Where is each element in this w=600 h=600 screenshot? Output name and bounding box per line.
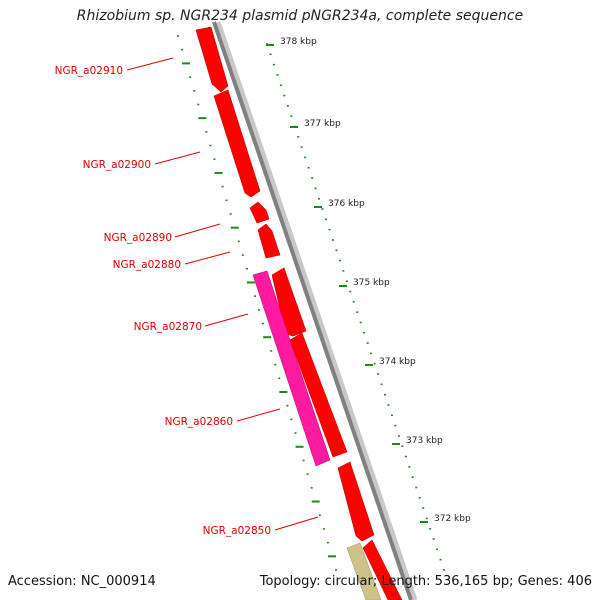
ruler-tick-label: 375 kbp: [353, 278, 390, 288]
gene-arrow-ngr-a02910[interactable]: [195, 26, 229, 93]
gene-arrow-khaki[interactable]: [346, 542, 382, 600]
label-line-ngr-a02900: [154, 151, 201, 165]
label-line-ngr-a02910: [126, 57, 174, 71]
backbone-shadow: [215, 21, 418, 600]
ruler-tick-label: 377 kbp: [304, 119, 341, 129]
label-line-ngr-a02870: [204, 313, 249, 327]
ruler-tick-label: 373 kbp: [406, 436, 443, 446]
gene-label-ngr-a02890[interactable]: NGR_a02890: [104, 232, 172, 244]
ruler-tick-label: 372 kbp: [434, 514, 471, 524]
inner-tick-track: [177, 35, 337, 571]
label-line-ngr-a02860: [236, 408, 281, 422]
ruler-labels: 378 kbp 377 kbp 376 kbp 375 kbp 374 kbp 373 k…: [266, 37, 471, 524]
gene-arrow-ngr-a02860[interactable]: [289, 332, 348, 458]
gene-arrow-ngr-a02890[interactable]: [249, 201, 270, 224]
label-line-ngr-a02890: [174, 223, 221, 238]
gene-arrow-ngr-a02880[interactable]: [257, 223, 281, 259]
accession-text: Accession: NC_000914: [8, 574, 156, 589]
gene-label-ngr-a02850[interactable]: NGR_a02850: [203, 525, 271, 537]
ruler-tick-label: 378 kbp: [280, 37, 317, 47]
backbone-line: [212, 21, 413, 600]
gene-label-ngr-a02910[interactable]: NGR_a02910: [55, 65, 123, 77]
gene-label-ngr-a02860[interactable]: NGR_a02860: [165, 416, 233, 428]
gene-label-ngr-a02900[interactable]: NGR_a02900: [83, 159, 151, 171]
gene-arrow-ngr-a02860-magenta[interactable]: [252, 270, 331, 467]
gene-arrow-ngr-a02850[interactable]: [337, 461, 375, 542]
gene-label-ngr-a02870[interactable]: NGR_a02870: [134, 321, 202, 333]
summary-text: Topology: circular; Length: 536,165 bp; …: [259, 574, 592, 589]
ruler-tick-label: 376 kbp: [328, 199, 365, 209]
gene-arrow-next-red[interactable]: [362, 539, 403, 600]
label-line-ngr-a02850: [274, 516, 319, 531]
gene-arrow-ngr-a02900[interactable]: [213, 89, 261, 198]
gene-label-ngr-a02880[interactable]: NGR_a02880: [113, 259, 181, 271]
map-title: Rhizobium sp. NGR234 plasmid pNGR234a, c…: [76, 8, 524, 24]
label-line-ngr-a02880: [184, 251, 231, 265]
ruler-tick-label: 374 kbp: [379, 357, 416, 367]
